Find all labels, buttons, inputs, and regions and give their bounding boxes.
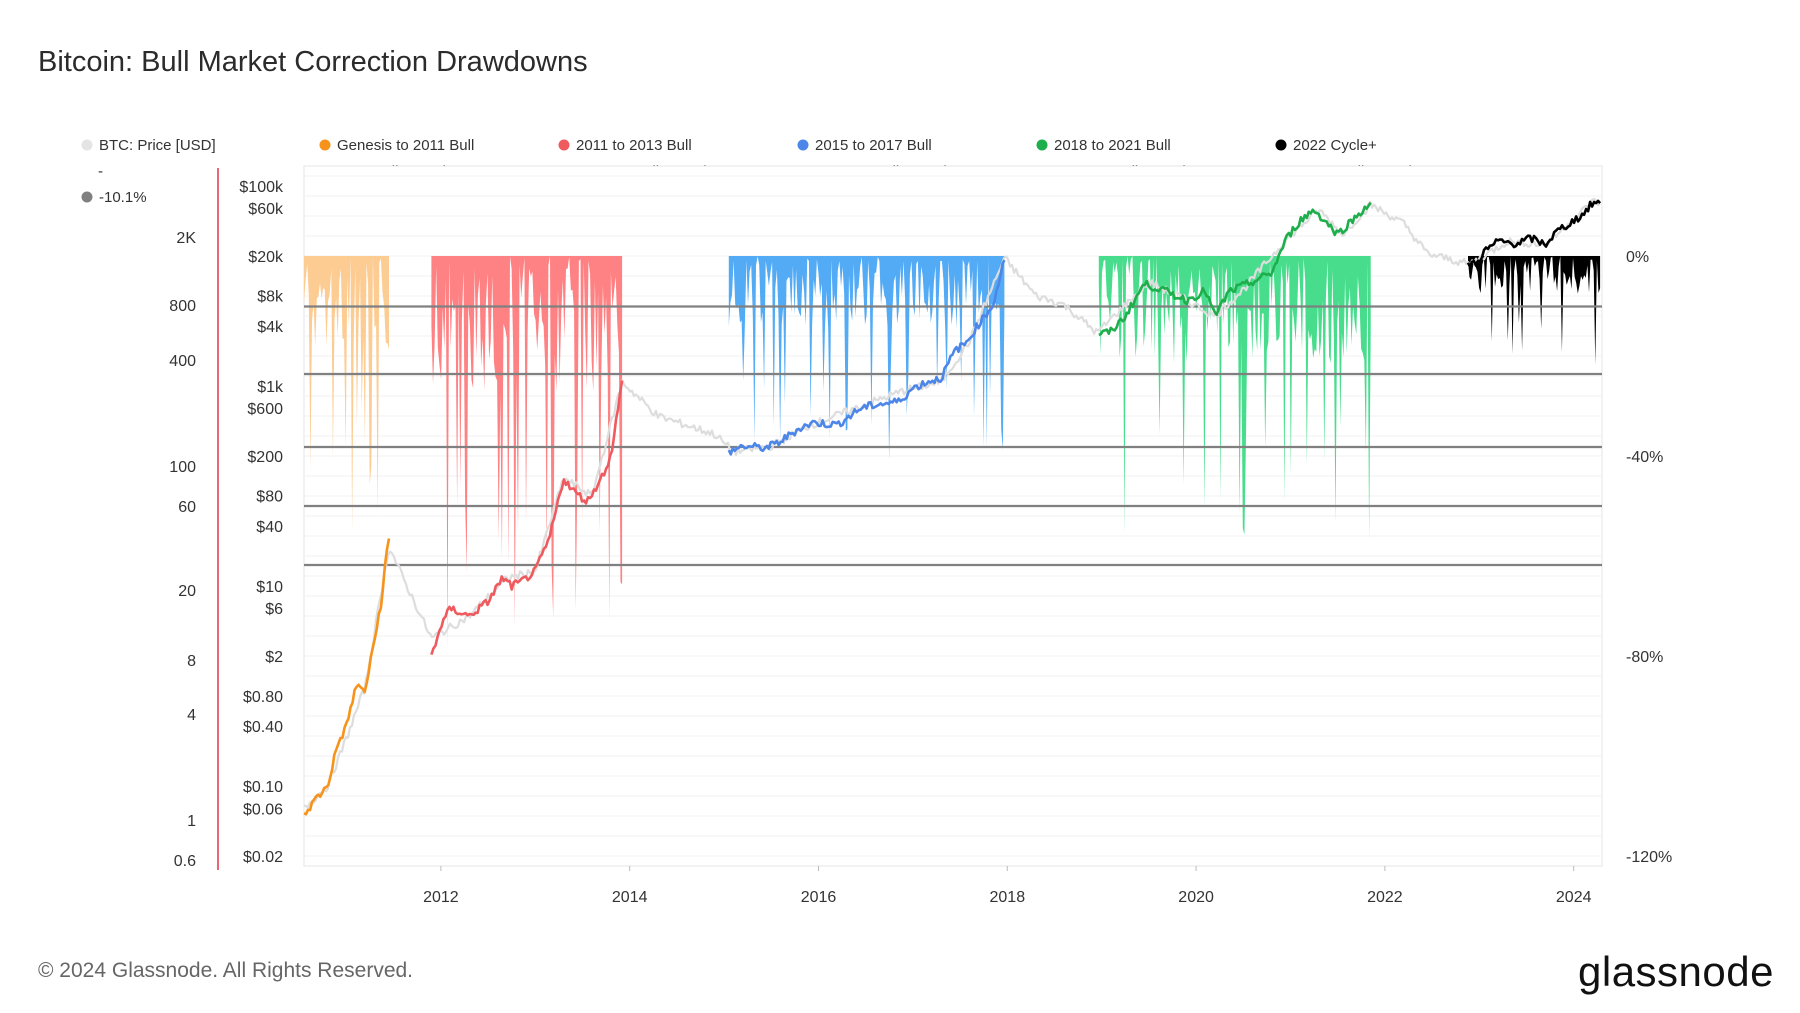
left-axis-tick: 8 [187,653,196,670]
price-axis-tick: $60k [248,201,284,218]
legend-label: Genesis to 2011 Bull [337,137,474,154]
price-axis-tick: $0.06 [243,801,283,818]
left-axis-tick: 2K [176,230,196,247]
left-axis-tick: 800 [169,298,196,315]
series-line-2011-to-2013-bull [430,380,624,656]
price-axis-tick: $40 [256,519,283,536]
x-axis-tick: 2020 [1178,889,1214,906]
price-axis-tick: $10 [256,579,283,596]
x-axis-tick: 2012 [423,889,459,906]
left-axis-tick: 1 [187,813,196,830]
legend-marker [319,139,331,151]
legend-item-genesis-to-2011-bull[interactable]: Genesis to 2011 Bull [319,137,475,154]
price-axis-tick: $0.40 [243,719,283,736]
legend-label: 2022 Cycle+ [1293,137,1377,154]
legend-label: 2018 to 2021 Bull [1054,137,1171,154]
legend-item-btc-price-usd[interactable]: BTC: Price [USD] [81,137,216,154]
x-axis-tick: 2014 [612,889,648,906]
price-axis-tick: $200 [247,449,283,466]
legend-item-2015-to-2017-bull[interactable]: 2015 to 2017 Bull [797,137,932,154]
left-axis-tick: 400 [169,353,196,370]
drawdown-area-2011-bull-drawdowns [304,256,389,530]
price-axis-tick: $0.02 [243,849,283,866]
series-line-2018-to-2021-bull [1098,201,1372,337]
legend-label: 2011 to 2013 Bull [576,137,692,154]
price-axis-tick: $1k [257,379,284,396]
legend-item-[interactable]: - [98,163,103,180]
price-lines [303,197,1602,816]
drawdown-level-lines [304,305,1602,567]
drawdown-area-2022-bull-drawdowns [1468,256,1601,365]
series-line-btc-price-usd [303,197,1601,809]
x-axis-tick: 2024 [1556,889,1592,906]
legend-label: -10.1% [99,189,147,206]
price-axis-tick: $0.10 [243,779,283,796]
price-axis-tick: $80 [256,489,283,506]
legend-marker [1036,139,1048,151]
series-line-2015-to-2017-bull [727,259,1006,456]
chart-title: Bitcoin: Bull Market Correction Drawdown… [38,46,588,78]
x-axis-tick: 2018 [990,889,1026,906]
left-axis-tick: 0.6 [174,853,196,870]
legend-marker [81,139,93,151]
legend-item-10-1[interactable]: -10.1% [81,189,147,206]
grid-lines [304,175,1602,857]
x-axis-tick: 2022 [1367,889,1403,906]
drawdown-axis-tick: 0% [1626,249,1649,266]
legend-label: - [98,163,103,180]
legend-item-2011-to-2013-bull[interactable]: 2011 to 2013 Bull [558,137,692,154]
axes: 2K 800 400 100 60 20 8 4 1 0.6 $100k $60k $20k $8k $4k… [169,168,1672,906]
left-axis-tick: 100 [169,459,196,476]
drawdown-axis-tick: -80% [1626,649,1663,666]
copyright-footer: © 2024 Glassnode. All Rights Reserved. [38,959,414,982]
legend-label: BTC: Price [USD] [99,137,216,154]
series-line-2022-cycle [1466,199,1602,268]
legend-marker [558,139,570,151]
price-axis-tick: $6 [265,601,283,618]
price-axis-tick: $4k [257,319,284,336]
drawdown-axis-tick: -120% [1626,849,1672,866]
drawdown-axis-tick: -40% [1626,449,1663,466]
legend-label: 2015 to 2017 Bull [815,137,932,154]
drawdown-area-2018-21-bull-drawdowns [1098,256,1371,539]
series-line-genesis-to-2011-bull [303,538,391,816]
x-axis-tick: 2016 [801,889,837,906]
price-axis-tick: $20k [248,249,284,266]
legend-marker [797,139,809,151]
left-axis-tick: 20 [178,583,196,600]
legend-item-2022-cycle[interactable]: 2022 Cycle+ [1275,137,1378,154]
legend-item-2018-to-2021-bull[interactable]: 2018 to 2021 Bull [1036,137,1171,154]
left-axis-tick: 4 [187,707,196,724]
legend-marker [1275,139,1287,151]
legend-marker [81,191,93,203]
price-axis-tick: $100k [239,179,284,196]
price-axis-tick: $2 [265,649,283,666]
plot-area [303,165,1603,867]
price-axis-tick: $0.80 [243,689,283,706]
price-axis-tick: $8k [257,289,284,306]
drawdown-area-2011-13-bull-drawdowns [431,256,623,649]
left-axis-tick: 60 [178,499,196,516]
price-axis-tick: $600 [247,401,283,418]
glassnode-logo: glassnode [1578,948,1774,995]
